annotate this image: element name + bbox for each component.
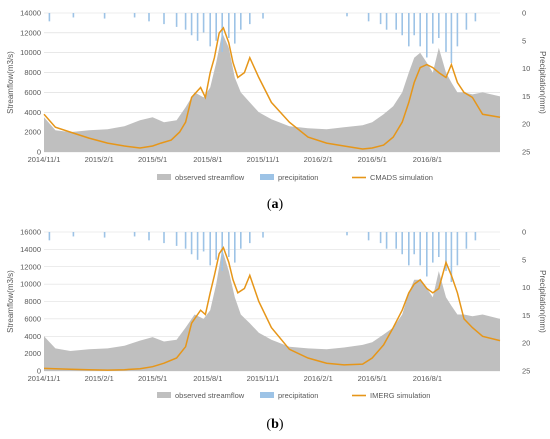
- y-tick-label: 14000: [20, 245, 41, 254]
- y2-tick-label: 5: [522, 255, 526, 264]
- y-tick-label: 8000: [24, 297, 41, 306]
- x-tick-label: 2016/5/1: [358, 155, 387, 164]
- legend: observed streamflow precipitation IMERG si…: [157, 391, 430, 400]
- y2-tick-label: 10: [522, 283, 530, 292]
- y2-tick-label: 5: [522, 36, 526, 45]
- panel-label-paren-close: ): [279, 197, 284, 212]
- x-tick-label: 2016/8/1: [413, 374, 442, 383]
- y2-tick-label: 10: [522, 64, 530, 73]
- chart-panel-a: 0 2000 4000 6000 8000 10000 12000 14000 0 5 10 15 20…: [6, 9, 547, 213]
- x-tick-label: 2015/5/1: [138, 374, 167, 383]
- y-tick-label: 10000: [20, 48, 41, 57]
- x-tick-label: 2015/2/1: [85, 374, 114, 383]
- y-tick-label: 0: [37, 148, 41, 157]
- y-tick-label: 12000: [20, 262, 41, 271]
- y-tick-label: 2000: [24, 128, 41, 137]
- x-tick-label: 2016/8/1: [413, 155, 442, 164]
- y2-axis-title: Precipitation(mm): [538, 51, 547, 114]
- y-tick-label: 14000: [20, 9, 41, 18]
- observed-streamflow-area: [44, 32, 500, 152]
- y-tick-label: 2000: [24, 349, 41, 358]
- y-axis-title: Streamflow(m3/s): [6, 51, 15, 114]
- x-tick-label: 2014/11/1: [28, 374, 61, 383]
- legend-swatch-observed: [157, 392, 171, 398]
- y-tick-label: 16000: [20, 228, 41, 237]
- y-tick-label: 4000: [24, 332, 41, 341]
- legend-label: precipitation: [278, 391, 318, 400]
- x-tick-label: 2015/11/1: [247, 155, 280, 164]
- observed-streamflow-area: [44, 249, 500, 371]
- panel-label-letter: b: [271, 417, 279, 432]
- y-tick-label: 12000: [20, 28, 41, 37]
- x-tick-label: 2015/8/1: [193, 155, 222, 164]
- panel-label: (b): [266, 417, 283, 432]
- y-tick-label: 10000: [20, 280, 41, 289]
- y2-tick-label: 0: [522, 228, 526, 237]
- panel-label-paren-open: (: [266, 417, 271, 432]
- chart-panel-b: 0 2000 4000 6000 8000 10000 12000 14000 16000 0 5 1…: [6, 228, 547, 433]
- legend-label: observed streamflow: [175, 391, 245, 400]
- y2-tick-label: 0: [522, 9, 526, 18]
- panel-label-paren-open: (: [267, 197, 272, 212]
- y-axis-title: Streamflow(m3/s): [6, 270, 15, 333]
- legend-label: observed streamflow: [175, 173, 245, 182]
- panel-label: (a): [267, 197, 284, 212]
- y2-tick-label: 20: [522, 339, 530, 348]
- panel-label-letter: a: [272, 197, 279, 212]
- simulation-line: [43, 26, 501, 150]
- x-tick-label: 2016/2/1: [304, 155, 333, 164]
- x-tick-label: 2014/11/1: [28, 155, 61, 164]
- y2-tick-label: 20: [522, 120, 530, 129]
- legend: observed streamflow precipitation CMADS si…: [157, 173, 433, 182]
- legend-swatch-precipitation: [260, 392, 274, 398]
- y-tick-label: 8000: [24, 68, 41, 77]
- legend-label: IMERG simulation: [370, 391, 430, 400]
- y2-tick-label: 15: [522, 311, 530, 320]
- y2-tick-label: 15: [522, 92, 530, 101]
- y2-axis-title: Precipitation(mm): [538, 270, 547, 333]
- y-tick-label: 4000: [24, 108, 41, 117]
- panel-label-paren-close: ): [279, 417, 284, 432]
- simulation-line: [43, 245, 501, 371]
- x-tick-label: 2016/2/1: [304, 374, 333, 383]
- legend-label: CMADS simulation: [370, 173, 433, 182]
- legend-label: precipitation: [278, 173, 318, 182]
- y-tick-label: 6000: [24, 88, 41, 97]
- x-tick-label: 2016/5/1: [358, 374, 387, 383]
- legend-swatch-precipitation: [260, 174, 274, 180]
- y-tick-label: 6000: [24, 314, 41, 323]
- x-tick-label: 2015/2/1: [85, 155, 114, 164]
- x-tick-label: 2015/8/1: [193, 374, 222, 383]
- y-tick-label: 0: [37, 367, 41, 376]
- x-tick-label: 2015/5/1: [138, 155, 167, 164]
- x-tick-label: 2015/11/1: [247, 374, 280, 383]
- y2-tick-label: 25: [522, 148, 530, 157]
- y2-tick-label: 25: [522, 367, 530, 376]
- legend-swatch-observed: [157, 174, 171, 180]
